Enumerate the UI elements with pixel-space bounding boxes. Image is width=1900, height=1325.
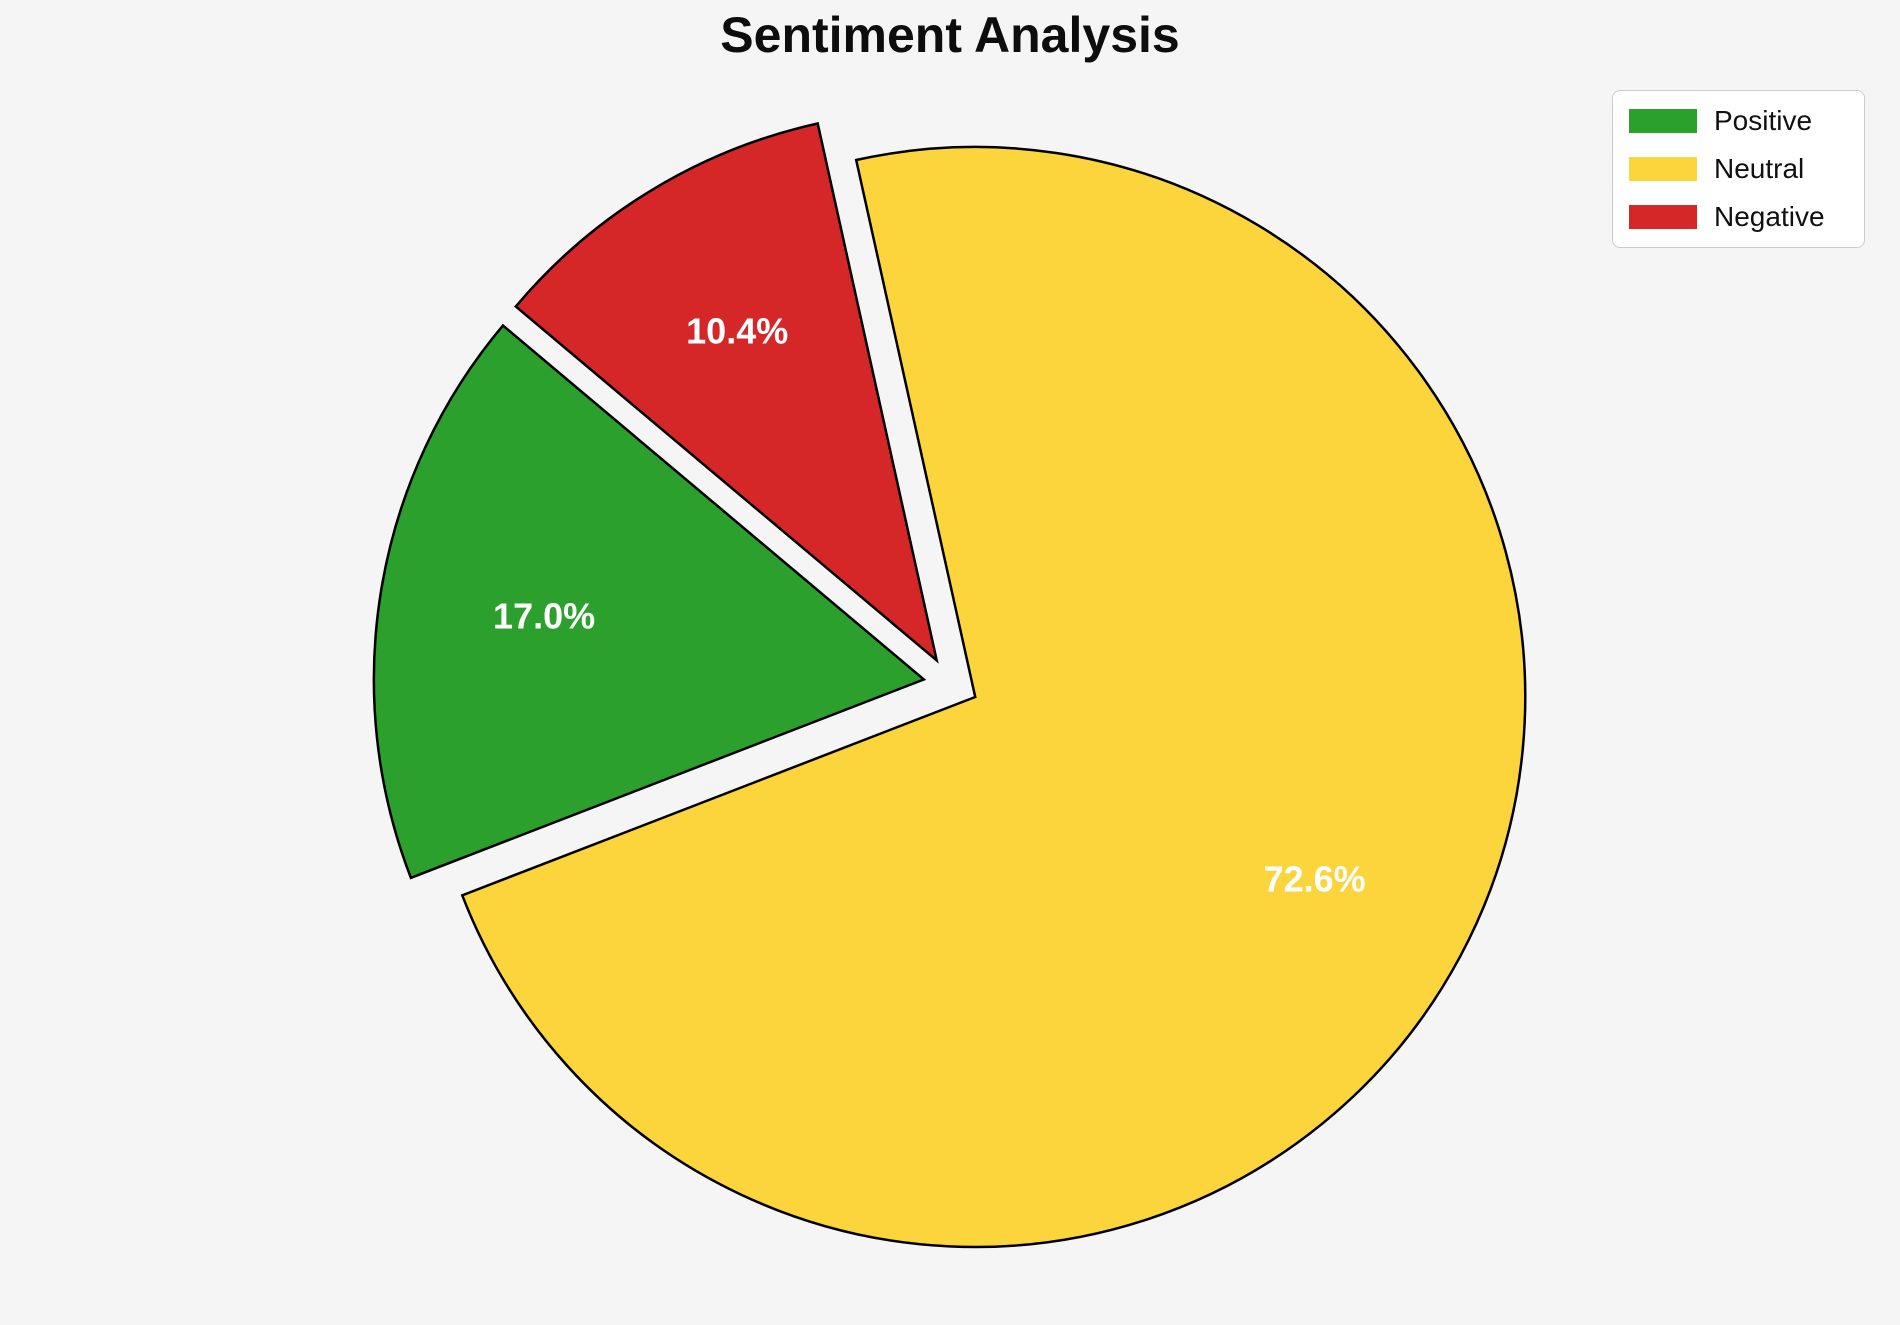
- pie-percent-label-positive: 17.0%: [493, 596, 595, 637]
- pie-slice-positive: [372, 323, 927, 880]
- legend-swatch-negative: [1629, 205, 1697, 229]
- pie-slice-negative: [514, 122, 939, 664]
- legend-swatch-positive: [1629, 109, 1697, 133]
- pie-wedges: [372, 122, 1527, 1249]
- pie-percent-label-neutral: 72.6%: [1264, 858, 1366, 899]
- legend-label-negative: Negative: [1714, 201, 1825, 232]
- pie-percent-label-negative: 10.4%: [686, 311, 788, 352]
- legend: Positive Neutral Negative: [1612, 90, 1865, 248]
- chart-title: Sentiment Analysis: [720, 7, 1180, 63]
- legend-item-negative: Negative: [1629, 200, 1848, 234]
- legend-item-positive: Positive: [1629, 104, 1848, 138]
- pie-percent-labels: 10.4% 17.0% 72.6%: [493, 311, 1366, 900]
- legend-item-neutral: Neutral: [1629, 152, 1848, 186]
- legend-label-neutral: Neutral: [1714, 153, 1805, 184]
- legend-label-positive: Positive: [1714, 105, 1813, 136]
- pie-slice-neutral: [460, 145, 1527, 1249]
- legend-swatch-neutral: [1629, 157, 1697, 181]
